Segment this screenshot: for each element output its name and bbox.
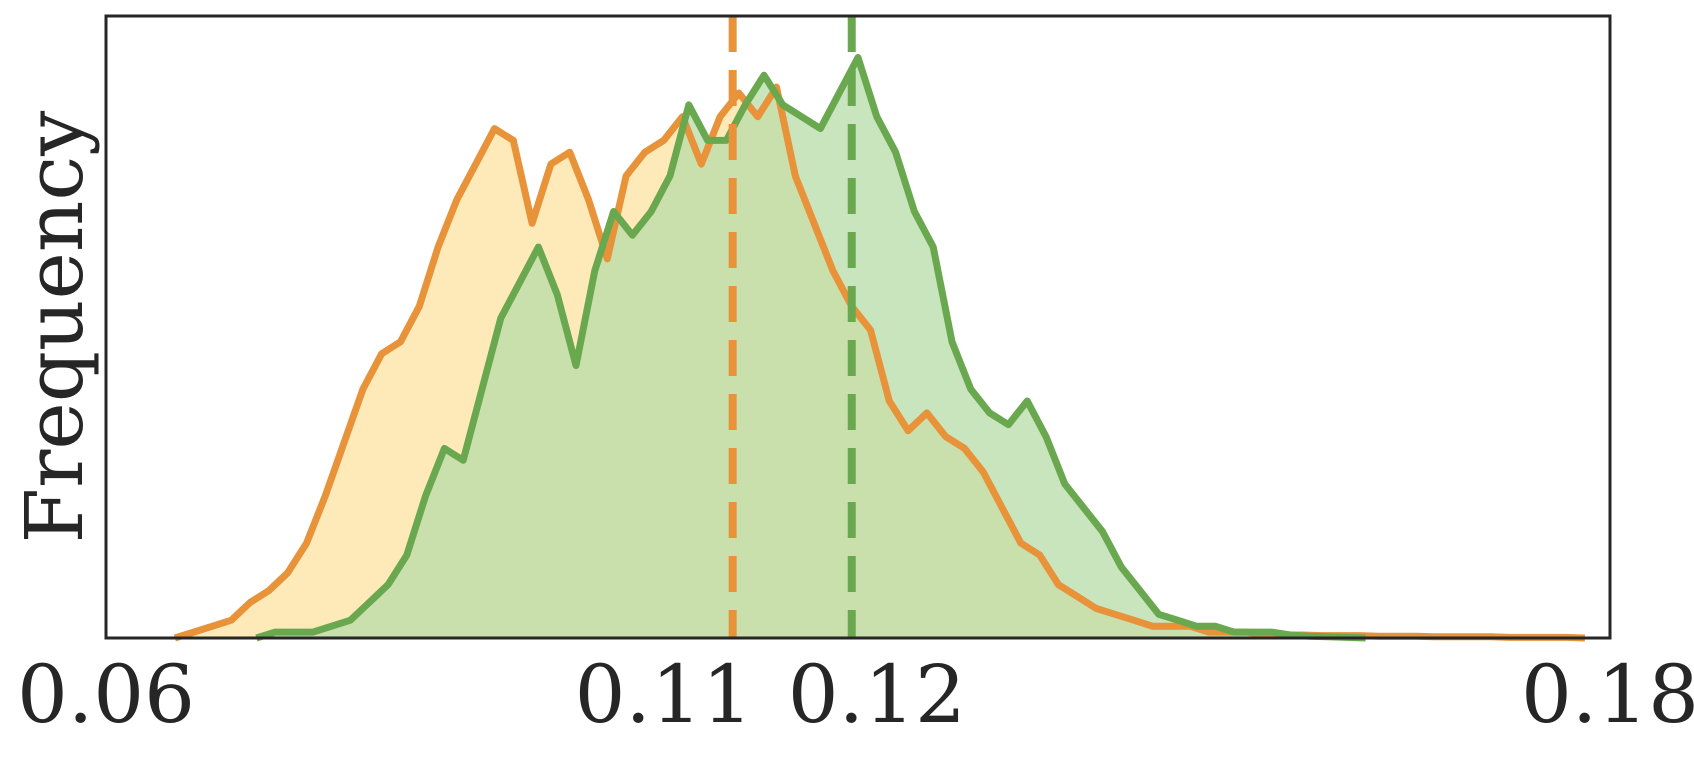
plot-frame: [104, 14, 1612, 640]
x-tick-labels: 0.06 0.11 0.12 0.18: [17, 648, 1694, 741]
series-fills: [174, 57, 1585, 639]
series-lines: [173, 54, 1586, 642]
x-tick-label: 0.12: [788, 648, 966, 741]
series-1-area: [256, 57, 1366, 638]
series-1-line: [255, 54, 1366, 642]
x-tick-label: 0.11: [575, 648, 753, 741]
y-axis-title: Frequency: [8, 111, 101, 544]
x-tick-label: 0.18: [1521, 648, 1694, 741]
x-tick-label: 0.06: [17, 648, 195, 741]
mean-lines: [728, 16, 856, 638]
